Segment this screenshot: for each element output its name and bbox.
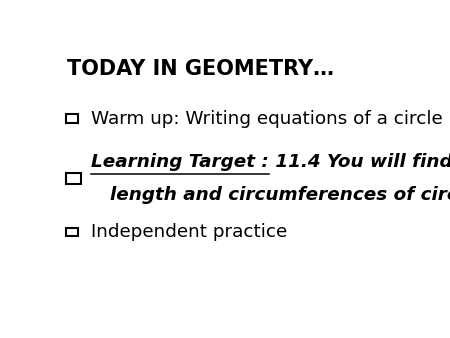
Bar — [66, 114, 77, 123]
Bar — [66, 173, 81, 184]
Bar — [66, 227, 77, 236]
Text: Learning Target :: Learning Target : — [91, 153, 269, 171]
Text: TODAY IN GEOMETRY…: TODAY IN GEOMETRY… — [67, 59, 334, 79]
Text: 11.4 You will find the arc: 11.4 You will find the arc — [269, 153, 450, 171]
Text: Independent practice: Independent practice — [91, 223, 288, 241]
Text: Warm up: Writing equations of a circle: Warm up: Writing equations of a circle — [91, 110, 443, 128]
Text: length and circumferences of circles: length and circumferences of circles — [110, 186, 450, 203]
